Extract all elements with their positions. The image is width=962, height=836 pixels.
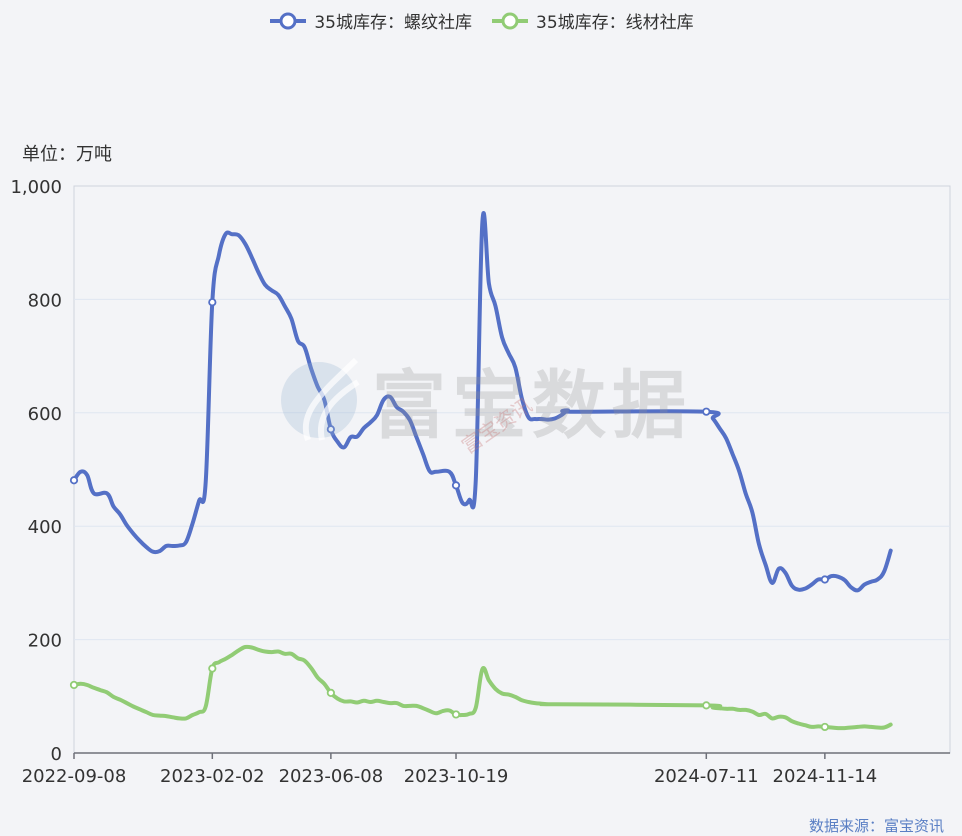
series-point-1	[208, 298, 217, 307]
legend-line-wire-icon	[492, 12, 528, 29]
x-tick-label: 2022-09-08	[22, 766, 127, 787]
y-tick-label: 200	[28, 631, 62, 652]
chart-legend: 35城库存：螺纹社库 35城库存：线材社库	[0, 8, 962, 33]
legend-item-wire[interactable]: 35城库存：线材社库	[490, 8, 694, 33]
y-tick-label: 0	[51, 744, 62, 765]
x-tick-label: 2024-07-11	[654, 766, 759, 787]
series-point-1	[702, 407, 711, 416]
series-point-2	[326, 688, 335, 697]
y-axis-unit-label: 单位：万吨	[22, 144, 112, 165]
y-tick-label: 800	[28, 290, 62, 311]
series-point-2	[208, 664, 217, 673]
y-tick-label: 600	[28, 404, 62, 425]
series-point-2	[702, 701, 711, 710]
series-point-1	[451, 481, 461, 490]
series-point-1	[820, 575, 829, 584]
watermark-logo-icon	[278, 352, 360, 446]
series-point-1	[326, 425, 335, 434]
series-point-2	[820, 722, 829, 732]
y-tick-label: 400	[28, 517, 62, 538]
x-tick-label: 2024-11-14	[773, 766, 878, 787]
series-line-1	[72, 210, 893, 593]
watermark-text: 富宝数据	[372, 363, 692, 449]
x-tick-label: 2023-02-02	[160, 766, 265, 787]
series-point-2	[69, 680, 79, 690]
legend-item-rebar[interactable]: 35城库存：螺纹社库	[268, 8, 472, 33]
legend-line-rebar-icon	[270, 12, 307, 29]
x-tick-label: 2023-10-19	[404, 766, 509, 787]
series-point-1	[69, 476, 79, 485]
series-point-2	[451, 710, 461, 719]
legend-label-rebar: 35城库存：螺纹社库	[314, 13, 472, 33]
data-source-label: 数据来源：富宝资讯	[808, 817, 944, 835]
y-tick-label: 1,000	[10, 177, 62, 198]
series-line-2	[72, 644, 893, 731]
legend-label-wire: 35城库存：线材社库	[536, 13, 694, 33]
x-tick-label: 2023-06-08	[279, 766, 384, 787]
